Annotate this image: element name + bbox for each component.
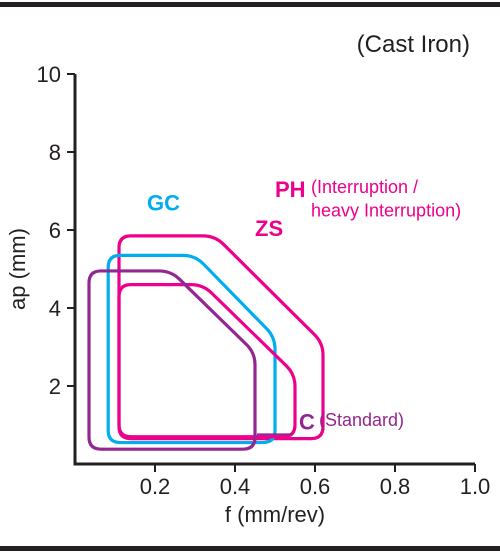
series-label-ZS: ZS bbox=[255, 216, 283, 241]
series-sublabel-C: (Standard) bbox=[319, 410, 404, 430]
xtick-label: 1.0 bbox=[460, 474, 491, 499]
chart-svg: 0.2 0.4 0.6 0.8 1.0 2 4 6 8 10 f (mm/rev) ap (mm) (C… bbox=[0, 0, 500, 553]
xtick-label: 0.8 bbox=[380, 474, 411, 499]
xtick-label: 0.2 bbox=[140, 474, 171, 499]
series-sublabel-PH: (Interruption / bbox=[311, 177, 418, 197]
series-label-C: C bbox=[299, 410, 315, 435]
ytick-label: 8 bbox=[49, 140, 61, 165]
chart-title: (Cast Iron) bbox=[357, 31, 470, 58]
ytick-label: 6 bbox=[49, 218, 61, 243]
series-label-PH: PH bbox=[275, 177, 306, 202]
ytick-label: 10 bbox=[37, 62, 61, 87]
series-label-GC: GC bbox=[147, 191, 180, 216]
chart-card: 0.2 0.4 0.6 0.8 1.0 2 4 6 8 10 f (mm/rev) ap (mm) (C… bbox=[0, 0, 500, 553]
xtick-label: 0.4 bbox=[220, 474, 251, 499]
ytick-label: 2 bbox=[49, 374, 61, 399]
series-C bbox=[89, 271, 255, 449]
ytick-label: 4 bbox=[49, 296, 61, 321]
series-sublabel2-PH: heavy Interruption) bbox=[311, 200, 461, 220]
xtick-label: 0.6 bbox=[300, 474, 331, 499]
ylabel: ap (mm) bbox=[5, 228, 30, 310]
series-PH bbox=[119, 236, 323, 439]
xlabel: f (mm/rev) bbox=[225, 502, 325, 527]
